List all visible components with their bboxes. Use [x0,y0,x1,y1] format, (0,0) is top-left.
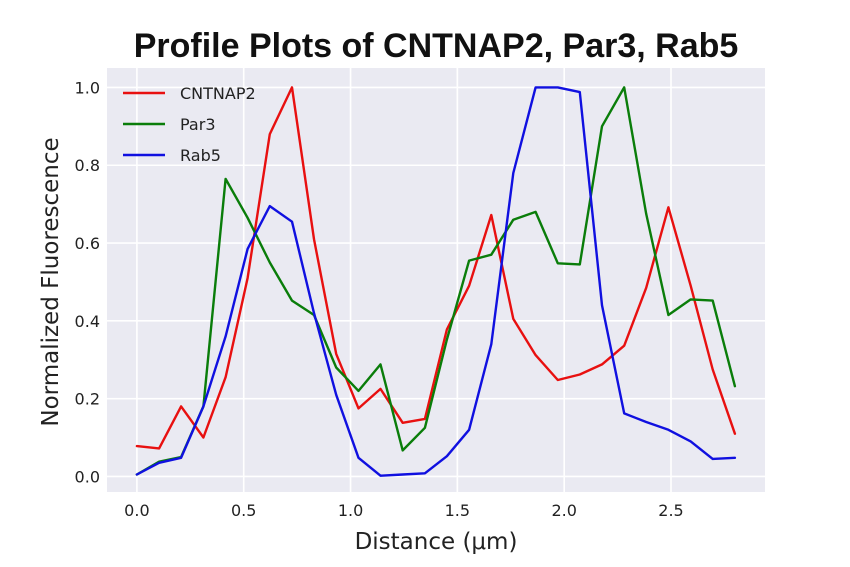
y-tick-label: 0.2 [75,390,100,409]
y-tick-label: 1.0 [75,78,100,97]
y-tick-label: 0.8 [75,156,100,175]
y-tick-label: 0.6 [75,234,100,253]
x-tick-label: 1.5 [445,501,470,520]
y-tick-label: 0.4 [75,312,100,331]
series-line-cntnap2 [135,86,737,450]
legend-label-par3: Par3 [180,115,216,134]
chart-title: Profile Plots of CNTNAP2, Par3, Rab5 [134,27,739,65]
x-axis-label: Distance (μm) [355,529,518,555]
x-tick-label: 2.0 [551,501,576,520]
legend-label-rab5: Rab5 [180,146,221,165]
legend-label-cntnap2: CNTNAP2 [180,84,256,103]
x-tick-label: 2.5 [658,501,683,520]
legend: CNTNAP2 Par3 Rab5 [123,84,256,165]
x-tick-label: 0.5 [231,501,256,520]
x-tick-label: 1.0 [338,501,363,520]
series-lines [135,86,737,477]
x-tick-label: 0.0 [124,501,149,520]
series-line-par3 [135,86,737,476]
tick-labels: 0.0 0.5 1.0 1.5 2.0 2.5 0.0 0.2 0.4 0.6 0.8 1.0 [75,78,684,520]
series-line-rab5 [135,86,737,477]
y-axis-label: Normalized Fluorescence [38,137,64,426]
y-tick-label: 0.0 [75,467,100,486]
